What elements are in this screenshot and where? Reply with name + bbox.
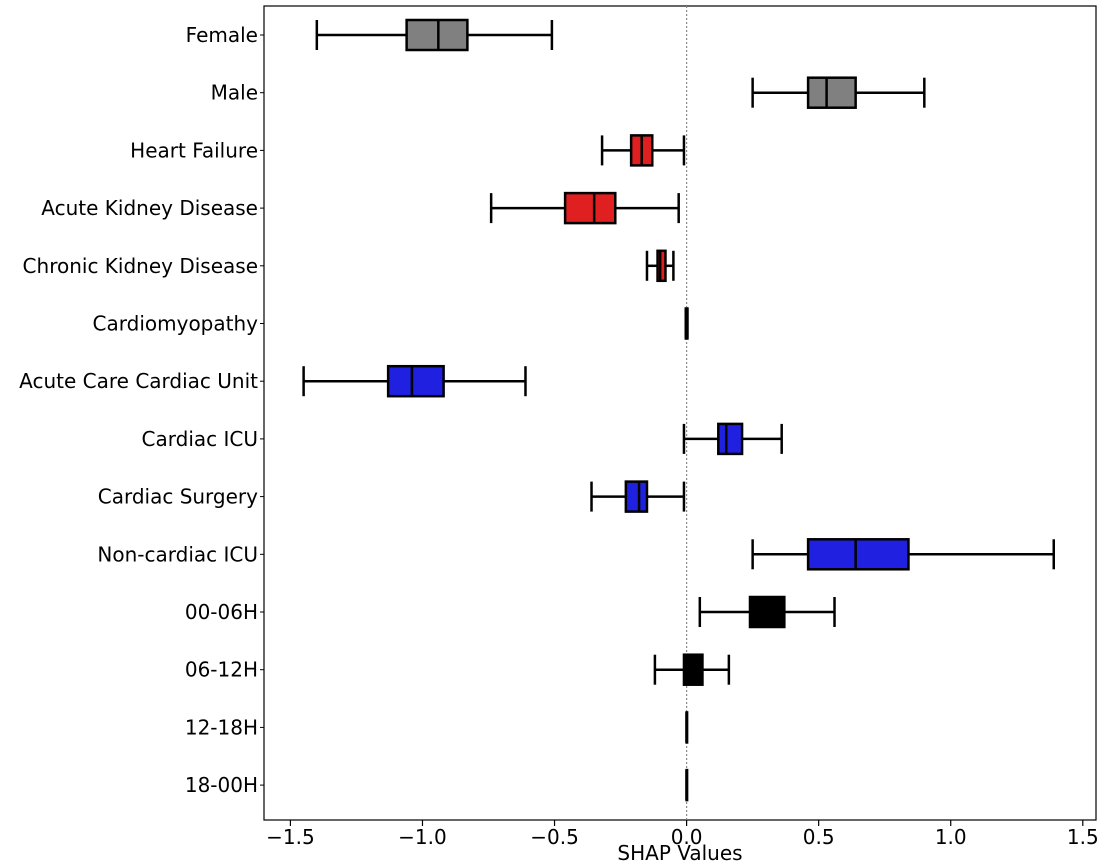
category-label: Chronic Kidney Disease — [23, 254, 258, 278]
box-chronic-kidney-disease — [645, 249, 675, 283]
box-12-18h — [685, 711, 689, 744]
category-label: Cardiomyopathy — [93, 312, 259, 336]
category-label: Female — [186, 23, 258, 47]
box-iqr — [405, 18, 469, 52]
box-iqr — [563, 191, 617, 225]
box-group — [302, 18, 1055, 802]
box-00-06h — [698, 595, 836, 629]
box-heart-failure — [600, 134, 686, 167]
box-18-00h — [685, 768, 689, 802]
x-axis-ticks: −1.5 −1.0 −0.5 0.0 0.5 1.0 1.5 — [266, 820, 1099, 849]
box-iqr — [806, 76, 857, 109]
x-tick-label: −1.0 — [398, 825, 447, 849]
box-acute-kidney-disease — [489, 191, 680, 225]
category-label: 18-00H — [185, 773, 258, 797]
box-iqr — [682, 653, 704, 686]
box-non-cardiac-icu — [751, 538, 1055, 571]
box-female — [315, 18, 554, 52]
x-tick-label: 1.5 — [1067, 825, 1099, 849]
box-iqr — [386, 364, 445, 398]
x-axis-label: SHAP Values — [617, 841, 742, 865]
category-label: Male — [211, 81, 258, 105]
category-label: 06-12H — [185, 658, 258, 682]
box-male — [751, 76, 926, 109]
box-iqr — [717, 422, 744, 456]
box-iqr — [656, 249, 667, 283]
category-label: Acute Care Cardiac Unit — [19, 369, 258, 393]
category-label: Cardiac ICU — [142, 427, 258, 451]
x-tick-label: −0.5 — [530, 825, 579, 849]
box-iqr — [624, 480, 649, 513]
category-label: Non-cardiac ICU — [97, 542, 258, 566]
box-acute-care-cardiac-unit — [302, 364, 527, 398]
x-tick-label: 1.0 — [935, 825, 967, 849]
category-label: Heart Failure — [130, 138, 258, 162]
box-cardiac-icu — [682, 422, 783, 456]
category-label: Acute Kidney Disease — [41, 196, 258, 220]
category-labels: Female Male Heart Failure Acute Kidney Dise… — [19, 23, 264, 797]
category-label: Cardiac Surgery — [98, 485, 258, 509]
category-label: 00-06H — [185, 600, 258, 624]
x-tick-label: 0.0 — [671, 825, 703, 849]
box-cardiomyopathy — [684, 307, 689, 340]
plot-area-frame — [263, 5, 1097, 821]
box-iqr — [806, 538, 910, 571]
box-06-12h — [653, 653, 731, 686]
x-tick-label: −1.5 — [266, 825, 315, 849]
box-cardiac-surgery — [590, 480, 686, 513]
category-label: 12-18H — [185, 715, 258, 739]
box-iqr — [748, 595, 786, 629]
x-tick-label: 0.5 — [803, 825, 835, 849]
